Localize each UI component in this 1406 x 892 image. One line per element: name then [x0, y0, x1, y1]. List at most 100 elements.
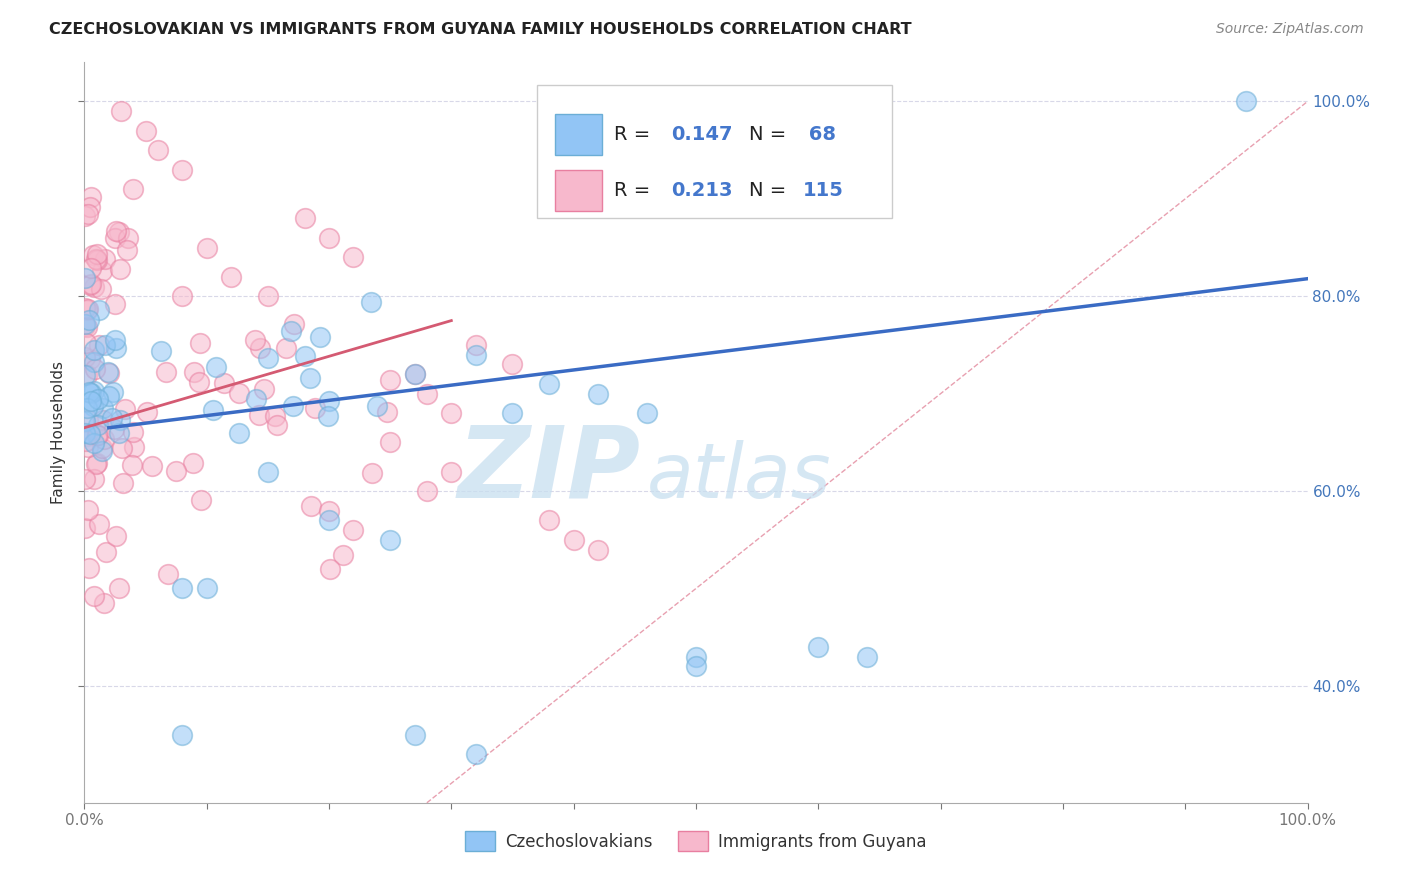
Point	[136, 405, 159, 419]
Point	[304, 401, 326, 415]
Point	[228, 425, 250, 440]
Point	[183, 365, 205, 379]
FancyBboxPatch shape	[555, 114, 602, 155]
Point	[73, 271, 96, 285]
Point	[502, 406, 524, 420]
Point	[77, 313, 100, 327]
Point	[79, 427, 101, 442]
Point	[247, 408, 270, 422]
Point	[188, 335, 211, 350]
Point	[80, 260, 103, 275]
Point	[245, 392, 267, 406]
Point	[91, 441, 114, 455]
Point	[298, 370, 321, 384]
Point	[195, 240, 218, 255]
Point	[249, 341, 271, 355]
Point	[87, 428, 110, 442]
Point	[105, 224, 128, 238]
Point	[172, 289, 194, 303]
Point	[108, 413, 131, 427]
Point	[87, 517, 110, 532]
Point	[76, 368, 98, 383]
Point	[121, 458, 143, 472]
Point	[86, 392, 108, 407]
Point	[135, 123, 157, 137]
Point	[318, 513, 340, 527]
Point	[83, 280, 105, 294]
Point	[100, 411, 122, 425]
Point	[360, 294, 382, 309]
Point	[299, 499, 322, 513]
Point	[73, 318, 96, 332]
Point	[98, 389, 121, 403]
Text: 0.213: 0.213	[672, 181, 733, 200]
Point	[318, 231, 340, 245]
Point	[104, 333, 127, 347]
Point	[73, 414, 96, 428]
Text: R =: R =	[614, 181, 657, 200]
Point	[342, 250, 364, 264]
Point	[75, 368, 97, 382]
Point	[86, 418, 108, 433]
Y-axis label: Family Households: Family Households	[51, 361, 66, 504]
Text: ZIP: ZIP	[458, 421, 641, 518]
Point	[80, 386, 103, 401]
Point	[93, 595, 115, 609]
Point	[586, 386, 609, 401]
Point	[111, 441, 134, 455]
Point	[76, 401, 98, 415]
Point	[83, 343, 105, 358]
Point	[86, 247, 108, 261]
Point	[86, 252, 108, 267]
Point	[280, 324, 302, 338]
Point	[83, 355, 105, 369]
Point	[562, 533, 585, 547]
Text: CZECHOSLOVAKIAN VS IMMIGRANTS FROM GUYANA FAMILY HOUSEHOLDS CORRELATION CHART: CZECHOSLOVAKIAN VS IMMIGRANTS FROM GUYAN…	[49, 22, 912, 37]
Point	[155, 365, 177, 379]
Point	[75, 209, 97, 223]
Point	[538, 376, 561, 391]
Legend: Czechoslovakians, Immigrants from Guyana: Czechoslovakians, Immigrants from Guyana	[458, 825, 934, 857]
Point	[440, 406, 463, 420]
Point	[104, 341, 127, 355]
Point	[202, 403, 225, 417]
Point	[73, 521, 96, 535]
Point	[404, 728, 426, 742]
Point	[190, 492, 212, 507]
Text: 68: 68	[803, 126, 837, 145]
Point	[83, 384, 105, 398]
Point	[121, 425, 143, 439]
Point	[172, 162, 194, 177]
Text: N =: N =	[748, 126, 792, 145]
Point	[404, 367, 426, 381]
Point	[378, 374, 401, 388]
Point	[114, 401, 136, 416]
Point	[1236, 95, 1258, 109]
Point	[586, 542, 609, 557]
Point	[80, 190, 103, 204]
Point	[84, 457, 107, 471]
Point	[117, 231, 139, 245]
Point	[266, 417, 288, 432]
Point	[416, 484, 439, 499]
Point	[93, 432, 115, 446]
Point	[636, 406, 658, 420]
Point	[108, 581, 131, 595]
Point	[214, 376, 236, 391]
Point	[308, 330, 330, 344]
Point	[342, 523, 364, 537]
Point	[91, 263, 114, 277]
Point	[361, 467, 384, 481]
Point	[77, 561, 100, 575]
Text: N =: N =	[748, 181, 792, 200]
Point	[538, 513, 561, 527]
Point	[257, 351, 280, 365]
Point	[294, 211, 316, 226]
Point	[110, 262, 132, 277]
Point	[84, 361, 107, 376]
Point	[122, 182, 145, 196]
Point	[366, 399, 388, 413]
Point	[79, 200, 101, 214]
Point	[319, 562, 342, 576]
Point	[149, 344, 172, 359]
